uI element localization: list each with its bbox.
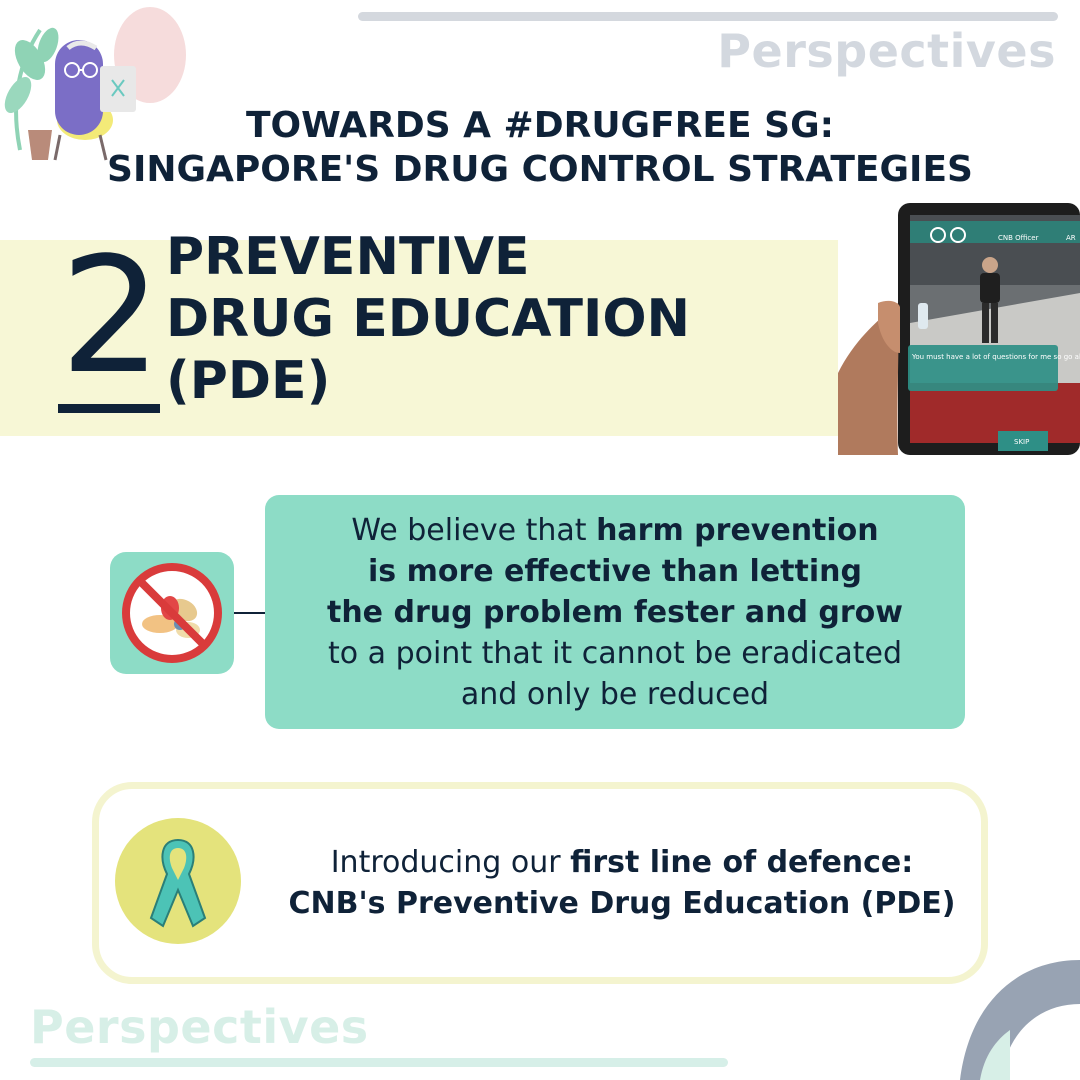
section-number-underline — [58, 404, 160, 413]
section-title-line-1: PREVENTIVE — [166, 227, 530, 287]
section-title: PREVENTIVE DRUG EDUCATION (PDE) — [166, 226, 690, 412]
section-title-line-3: (PDE) — [166, 351, 331, 411]
tablet-skip-button: SKIP — [1014, 438, 1029, 446]
section-band — [0, 240, 900, 436]
person-laptop-illustration — [4, 7, 186, 161]
section-number: 2 — [60, 222, 162, 409]
connector-line — [234, 612, 266, 614]
page-title: TOWARDS A #DRUGFREE SG: SINGAPORE'S DRUG… — [0, 104, 1080, 192]
belief-tail-2: and only be reduced — [460, 677, 770, 712]
belief-tail-1: to a point that it cannot be eradicated — [328, 636, 902, 671]
belief-bold-1: harm prevention — [596, 513, 879, 548]
title-line-2: SINGAPORE'S DRUG CONTROL STRATEGIES — [107, 149, 973, 190]
title-line-1: TOWARDS A #DRUGFREE SG: — [245, 105, 835, 146]
belief-bold-3: the drug problem fester and grow — [326, 595, 904, 630]
belief-lead: We believe that — [351, 513, 597, 548]
tablet-dialog-text: You must have a lot of questions for me … — [911, 353, 1080, 361]
belief-bold-2: is more effective than letting — [368, 554, 862, 589]
no-drugs-icon — [122, 563, 222, 663]
intro-bold-1: first line of defence: — [570, 845, 914, 880]
intro-line-2: CNB's Preventive Drug Education (PDE) — [288, 886, 956, 921]
intro-statement: Introducing our first line of defence: C… — [262, 842, 982, 924]
intro-card — [92, 782, 988, 984]
top-divider-bar — [358, 12, 1058, 21]
awareness-ribbon-icon — [149, 838, 207, 928]
ribbon-icon-circle — [115, 818, 241, 944]
intro-lead: Introducing our — [330, 845, 571, 880]
tablet-header-label: CNB Officer — [998, 234, 1039, 242]
section-title-line-2: DRUG EDUCATION — [166, 289, 691, 349]
belief-card — [265, 495, 965, 729]
bottom-divider-bar — [30, 1058, 728, 1067]
tablet-ar-photo: CNB Officer AR You must have a lot of qu… — [838, 203, 1080, 455]
corner-decoration — [960, 960, 1080, 1080]
no-drugs-icon-box — [110, 552, 234, 674]
tablet-corner-label: AR — [1066, 234, 1076, 242]
brand-watermark-top: Perspectives — [717, 24, 1056, 78]
belief-statement: We believe that harm prevention is more … — [280, 510, 950, 715]
brand-watermark-bottom: Perspectives — [30, 1000, 369, 1054]
